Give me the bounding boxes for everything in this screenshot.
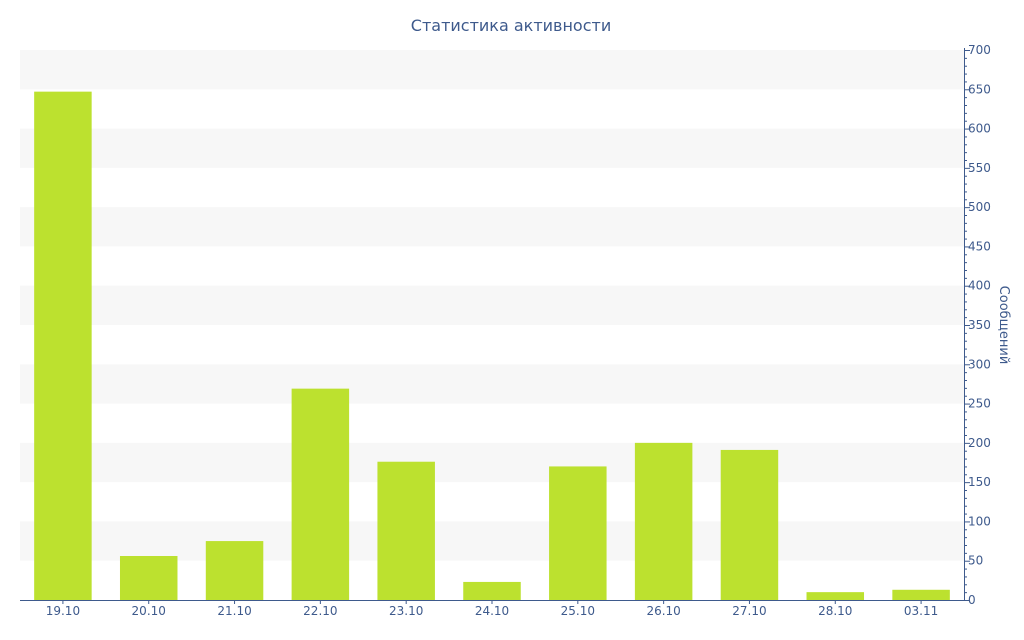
- axes: [20, 48, 970, 604]
- bar[interactable]: [720, 449, 779, 600]
- bar[interactable]: [34, 91, 92, 601]
- y-tick-label: 250: [968, 397, 991, 411]
- bar[interactable]: [892, 589, 950, 600]
- bar[interactable]: [463, 581, 521, 600]
- x-tick-label: 26.10: [646, 604, 680, 618]
- x-tick-label: 03.11: [904, 604, 938, 618]
- bar[interactable]: [119, 556, 178, 600]
- x-tick-label: 25.10: [561, 604, 595, 618]
- grid-band: [20, 364, 964, 404]
- y-tick-label: 650: [968, 82, 991, 96]
- x-tick-label: 20.10: [132, 604, 166, 618]
- grid-bands: [20, 50, 964, 561]
- y-tick-label: 400: [968, 279, 991, 293]
- grid-band: [20, 521, 964, 561]
- bar[interactable]: [806, 592, 865, 600]
- y-tick-label: 100: [968, 514, 991, 528]
- x-tick-label: 19.10: [46, 604, 80, 618]
- grid-band: [20, 207, 964, 247]
- y-tick-label: 450: [968, 239, 991, 253]
- y-tick-label: 200: [968, 436, 991, 450]
- x-tick-label: 27.10: [732, 604, 766, 618]
- x-tick-label: 23.10: [389, 604, 423, 618]
- bar[interactable]: [634, 442, 693, 600]
- y-tick-label: 300: [968, 357, 991, 371]
- bar[interactable]: [291, 388, 350, 600]
- y-tick-label: 600: [968, 122, 991, 136]
- bar[interactable]: [549, 466, 607, 600]
- y-tick-label: 550: [968, 161, 991, 175]
- x-tick-label: 28.10: [818, 604, 852, 618]
- y-axis-title: Сообщений: [996, 286, 1011, 365]
- grid-band: [20, 285, 964, 325]
- y-tick-label: 350: [968, 318, 991, 332]
- y-tick-label: 0: [968, 593, 976, 607]
- x-tick-label: 21.10: [217, 604, 251, 618]
- grid-band: [20, 442, 964, 483]
- bar[interactable]: [205, 541, 264, 600]
- x-tick-labels: 19.10 20.10 21.10 22.10 23.10 24.10 25.10 26.10…: [46, 604, 939, 618]
- chart-title: Статистика активности: [411, 16, 611, 35]
- x-tick-label: 24.10: [475, 604, 509, 618]
- y-tick-label: 150: [968, 475, 991, 489]
- bar[interactable]: [377, 461, 435, 600]
- y-tick-label: 700: [968, 43, 991, 57]
- grid-band: [20, 50, 964, 90]
- y-tick-label: 500: [968, 200, 991, 214]
- grid-band: [20, 128, 964, 168]
- bars: [34, 91, 950, 601]
- x-tick-label: 22.10: [303, 604, 337, 618]
- y-tick-labels: 0 50 100 150 200 250 300 350 400 450 500 550 600 650 7…: [968, 43, 991, 607]
- y-tick-label: 50: [968, 554, 983, 568]
